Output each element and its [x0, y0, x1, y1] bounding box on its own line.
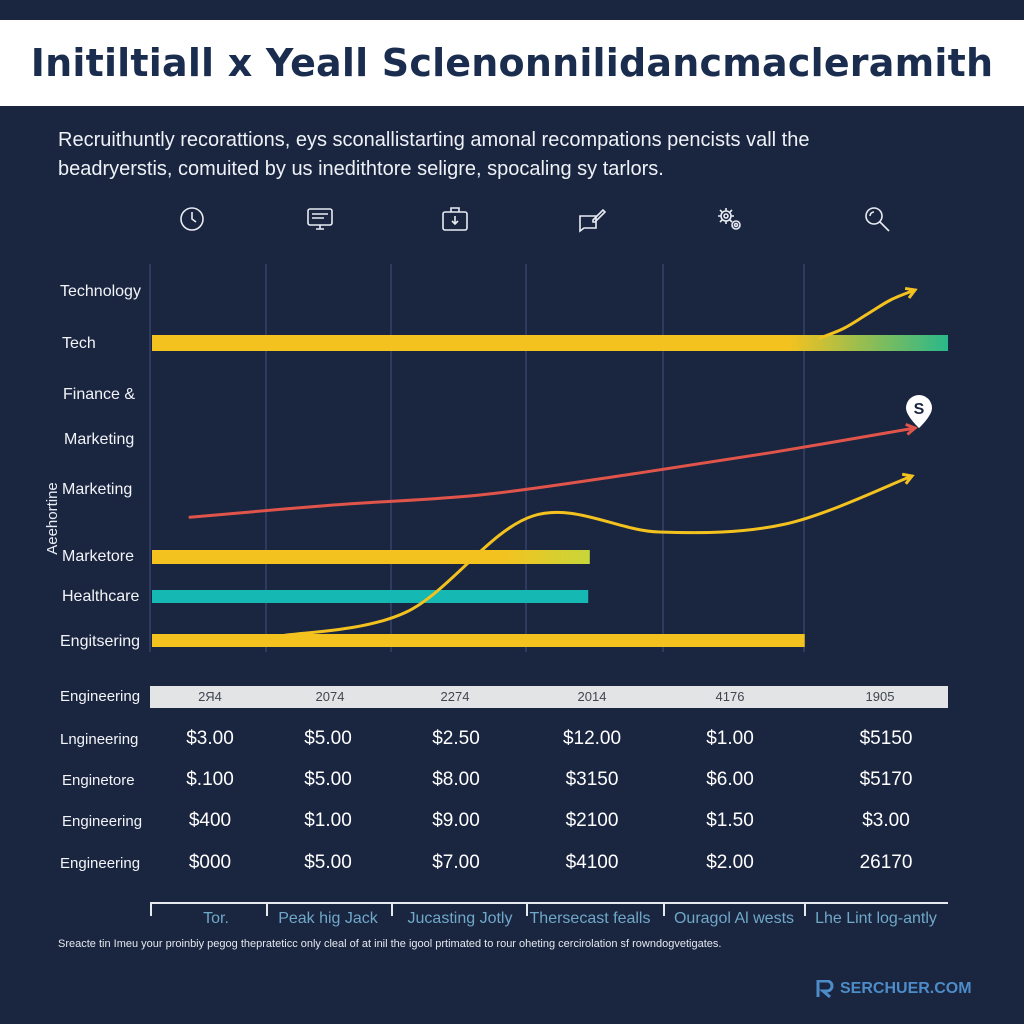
table-cell: $12.00 [562, 728, 622, 749]
gears-icon [715, 204, 745, 234]
footer-tick [150, 902, 152, 916]
pen-chat-icon [577, 204, 607, 234]
footer-tick [526, 902, 528, 916]
arrowhead-yellow-tech-trend [904, 286, 918, 299]
bar-marketore [152, 550, 590, 564]
search-magnifier-icon [862, 204, 892, 234]
subtitle-line-1: Recruithuntly recorattions, eys sconalli… [58, 129, 810, 151]
table-header-cell: 2014 [577, 689, 607, 704]
title-bar: Initiltiall x Yeall Sclenonnilidancmacle… [0, 20, 1024, 106]
footer-label: Tor. [203, 910, 229, 927]
row-label-finance: Finance & [63, 386, 136, 403]
table-header-cell: 1905 [865, 689, 895, 704]
icon-row [0, 200, 1024, 240]
brand-text: SERCHUER.COM [840, 980, 972, 997]
table-cell: $.100 [186, 769, 234, 790]
pin-marker-label: S [914, 401, 925, 418]
footer-tick [663, 902, 665, 916]
table-cell: $5.00 [304, 852, 352, 873]
subtitle: Recruithuntly recorattions, eys sconalli… [58, 126, 958, 184]
row-label-healthcare: Healthcare [62, 588, 140, 605]
table-cell: $5.00 [304, 769, 352, 790]
arrowhead-yellow-curve [901, 472, 915, 485]
row-label-marketore: Marketore [62, 548, 135, 565]
footer-label: Lhe Lint log-antly [815, 910, 937, 927]
table-cell: 26170 [859, 852, 913, 873]
brand-r-icon [816, 980, 834, 998]
table-cell: $1.50 [706, 810, 754, 831]
monitor-icon [305, 204, 335, 234]
table-cell: $3.00 [862, 810, 910, 831]
table-cell: $5170 [859, 769, 913, 790]
table-header-cell: 2274 [440, 689, 470, 704]
footer-tick [266, 902, 268, 916]
footer-label: Thersecast fealls [529, 910, 651, 927]
clock-icon [177, 204, 207, 234]
table-cell: $6.00 [706, 769, 754, 790]
table-cell: $2.00 [706, 852, 754, 873]
line-yellow-tech-trend [818, 288, 917, 340]
table-row-label: Engineering [60, 688, 141, 705]
line-red-trend [188, 426, 917, 519]
table-cell: $1.00 [304, 810, 352, 831]
table-header-cell: 2074 [315, 689, 345, 704]
footer-label: Peak hig Jack [278, 910, 378, 927]
table-cell: $5.00 [304, 728, 352, 749]
footer-tick [804, 902, 806, 916]
table-cell: $4100 [565, 852, 619, 873]
subtitle-line-2: beadryerstis, comuited by us inedithtore… [58, 158, 664, 180]
briefcase-icon [440, 204, 470, 234]
table-header-cell: 2Я4 [198, 689, 222, 704]
row-label-marketing-1: Marketing [64, 431, 135, 448]
table-row-label: Engineering [62, 813, 143, 830]
bar-engitsering [152, 634, 805, 647]
bar-tech [152, 335, 948, 351]
table-cell: $2.50 [432, 728, 480, 749]
location-pin-icon [906, 395, 932, 428]
y-axis-label: Aeehortine [43, 482, 61, 555]
footer-label: Jucasting Jotly [407, 910, 513, 927]
table-header-cell: 4176 [715, 689, 745, 704]
table-cell: $3.00 [186, 728, 234, 749]
row-label-tech: Tech [62, 335, 96, 352]
footer-axis-line [150, 902, 948, 904]
footer-label: Ouragol Al wests [673, 910, 795, 927]
bar-healthcare [152, 590, 589, 603]
row-label-technology: Technology [60, 283, 141, 300]
table-row-label: Engineering [60, 855, 141, 872]
footnote: Sreacte tin Imeu your proinbiy pegog the… [58, 938, 722, 950]
table-cell: $1.00 [706, 728, 754, 749]
line-yellow-curve [278, 474, 914, 638]
table-cell: $7.00 [432, 852, 480, 873]
table-cell: $400 [188, 810, 232, 831]
brand-logo[interactable]: SERCHUER.COM [816, 980, 972, 998]
table-cell: $9.00 [432, 810, 480, 831]
footer-tick [391, 902, 393, 916]
table-header: 2Я4 2074 2274 2014 4176 1905 [150, 686, 948, 708]
table-cell: $000 [188, 852, 232, 873]
arrowhead-red-trend [905, 422, 918, 436]
table-cell: $8.00 [432, 769, 480, 790]
row-label-engitsering: Engitsering [60, 633, 141, 650]
page-title: Initiltiall x Yeall Sclenonnilidancmacle… [30, 41, 994, 85]
row-label-marketing-2: Marketing [62, 481, 133, 498]
table-row-label: Lngineering [60, 731, 139, 748]
table-cell: $3150 [565, 769, 619, 790]
table-cell: $5150 [859, 728, 913, 749]
table-row-label: Enginetore [62, 772, 135, 789]
table-cell: $2100 [565, 810, 619, 831]
